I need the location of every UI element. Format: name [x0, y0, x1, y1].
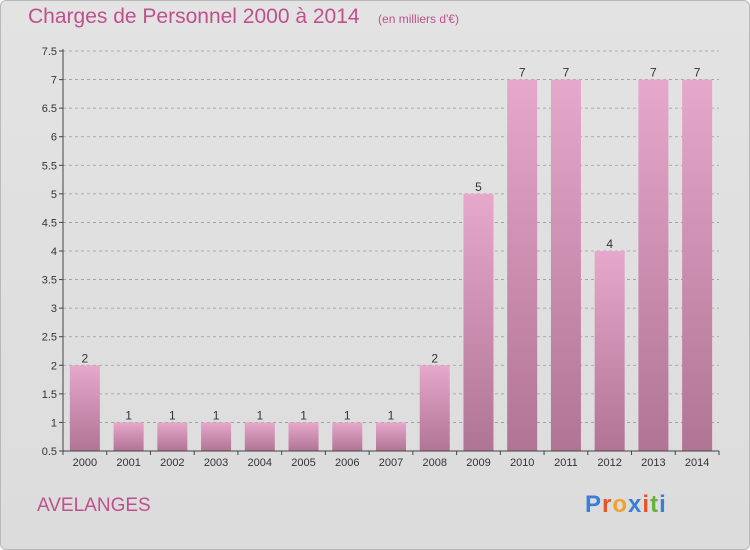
data-label: 1	[169, 408, 176, 422]
y-tick-label: 1.5	[42, 389, 57, 401]
x-tick-label: 2010	[510, 457, 534, 469]
axes: 0.5 1 1.5 2 2.5 3 3.5 4 4.5 5 5.5 6 6.5 7 7.5 2000 2001 2…	[42, 46, 720, 469]
x-tick-label: 2011	[554, 457, 578, 469]
y-tick-label: 3	[51, 303, 57, 315]
proxiti-logo[interactable]: Proxiti	[585, 491, 667, 519]
bar	[332, 422, 363, 451]
data-label: 7	[694, 66, 701, 80]
x-tick-label: 2002	[160, 457, 184, 469]
logo-letter: o	[612, 491, 629, 518]
commune-name: AVELANGES	[37, 495, 151, 516]
data-label: 5	[475, 180, 482, 194]
x-tick-label: 2008	[422, 457, 446, 469]
y-tick-label: 6	[51, 132, 57, 144]
data-label: 7	[650, 66, 657, 80]
data-label: 2	[431, 351, 438, 365]
x-tick-label: 2000	[73, 457, 97, 469]
logo-letter: r	[602, 491, 613, 518]
data-label: 1	[300, 408, 307, 422]
data-label: 1	[213, 408, 220, 422]
y-tick-label: 2	[51, 360, 57, 372]
bar	[638, 79, 669, 452]
bar	[594, 251, 625, 451]
bar	[550, 79, 581, 452]
y-tick-label: 0.5	[42, 446, 57, 458]
data-label: 1	[388, 408, 395, 422]
x-tick-label: 2007	[379, 457, 403, 469]
bar	[376, 422, 406, 451]
y-tick-label: 2.5	[42, 332, 57, 344]
y-tick-label: 4	[51, 246, 57, 258]
logo-letter: i	[642, 491, 651, 518]
bar	[244, 422, 275, 451]
bar	[157, 422, 188, 451]
x-tick-label: 2014	[685, 457, 709, 469]
data-label: 1	[256, 408, 263, 422]
logo-letter: t	[650, 491, 660, 518]
x-tick-label: 2001	[116, 457, 140, 469]
x-tick-label: 2005	[291, 457, 315, 469]
data-label: 2	[82, 351, 89, 365]
chart-title: Charges de Personnel 2000 à 2014	[28, 5, 360, 28]
x-tick-label: 2004	[248, 457, 272, 469]
data-label: 7	[519, 66, 526, 80]
x-tick-label: 2012	[597, 457, 621, 469]
y-tick-label: 7	[51, 75, 57, 87]
bar	[113, 422, 144, 451]
y-tick-label: 1	[51, 417, 57, 429]
x-tick-label: 2009	[466, 457, 490, 469]
data-label: 1	[125, 408, 132, 422]
y-tick-label: 4.5	[42, 217, 57, 229]
data-label: 4	[606, 237, 613, 251]
x-tick-label: 2006	[335, 457, 359, 469]
x-tick-label: 2003	[204, 457, 228, 469]
bar	[288, 422, 319, 451]
y-tick-label: 3.5	[42, 275, 57, 287]
logo-letter: x	[628, 491, 643, 518]
y-tick-label: 5	[51, 189, 57, 201]
logo-letter: i	[659, 491, 667, 518]
bar	[201, 422, 232, 451]
bar	[682, 79, 713, 452]
y-tick-label: 7.5	[42, 46, 57, 58]
logo-letter: P	[585, 491, 603, 518]
y-tick-label: 5.5	[42, 160, 57, 172]
chart-subtitle: (en milliers d'€)	[378, 12, 460, 26]
bar	[69, 365, 100, 451]
bar	[463, 193, 494, 451]
title-row: Charges de Personnel 2000 à 2014 (en mil…	[28, 5, 459, 29]
bars: 2 1 1 1 1 1 1 1 2 5 7 7 4 7 7	[69, 66, 713, 452]
x-tick-label: 2013	[641, 457, 665, 469]
bar	[419, 365, 450, 451]
data-label: 7	[563, 66, 570, 80]
y-tick-label: 6.5	[42, 103, 57, 115]
data-label: 1	[344, 408, 351, 422]
bar	[507, 79, 538, 452]
